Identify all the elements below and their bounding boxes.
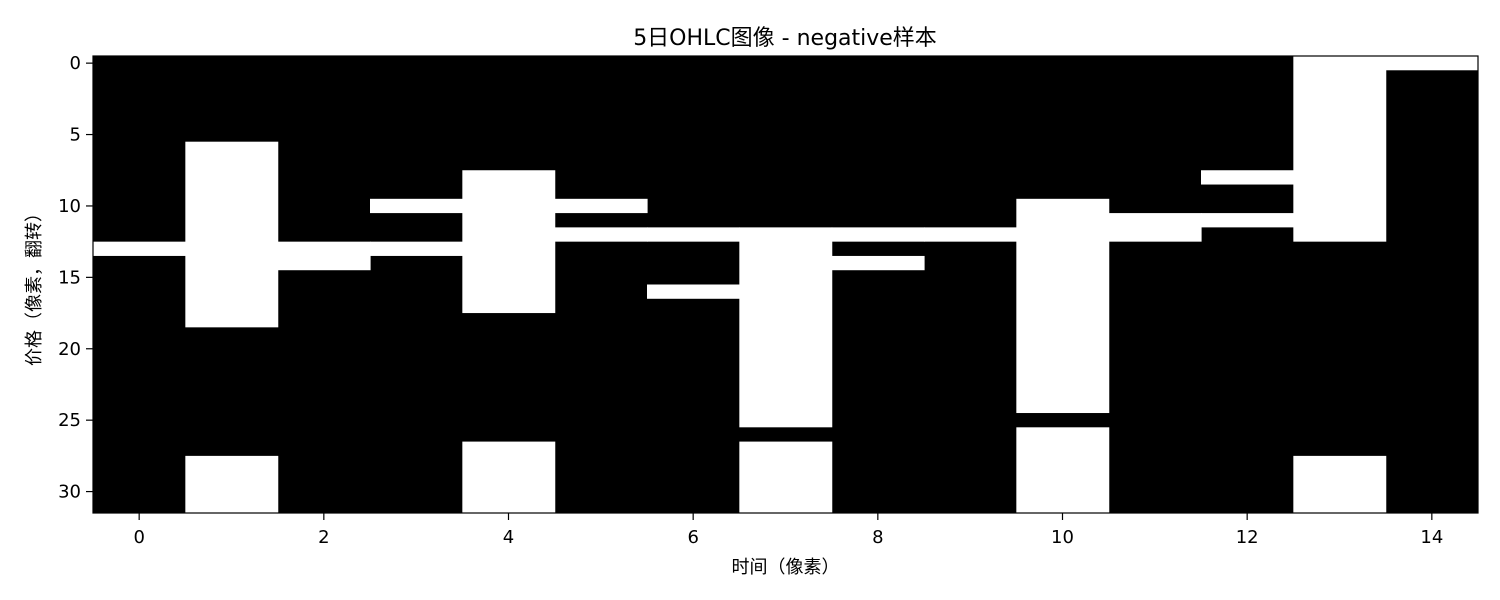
x-tick-label: 0 (133, 527, 144, 548)
heatmap-cell-col-12 (1201, 213, 1294, 228)
heatmap-cell-col-8 (831, 255, 925, 271)
heatmap-cell-col-13 (1293, 56, 1387, 242)
x-tick-label: 6 (687, 527, 698, 548)
x-axis-label: 时间（像素） (731, 557, 840, 578)
heatmap-cell-col-0 (93, 241, 186, 256)
heatmap-cell-col-3 (370, 241, 463, 256)
heatmap-cell-col-1 (185, 141, 279, 328)
x-tick-label: 8 (872, 527, 883, 548)
heatmap-cell-col-6 (647, 284, 740, 299)
heatmap-cell-col-2 (277, 241, 371, 271)
heatmap-cell-col-9 (924, 227, 1017, 242)
heatmap-cell-col-7 (739, 441, 833, 513)
x-tick-label: 12 (1236, 527, 1259, 548)
y-tick-label: 20 (58, 339, 81, 360)
x-tick-label: 2 (318, 527, 329, 548)
y-tick-label: 30 (58, 482, 81, 503)
y-tick-label: 10 (58, 196, 81, 217)
plot-frame (92, 55, 1479, 514)
heatmap-cell-col-3 (370, 198, 463, 214)
heatmap-cell-col-13 (1293, 455, 1387, 513)
chart-title: 5日OHLC图像 - negative样本 (633, 26, 937, 51)
heatmap-cell-col-4 (462, 441, 556, 513)
y-tick-label: 15 (58, 267, 81, 288)
heatmap-cell-col-12 (1201, 170, 1294, 185)
heatmap-cell-col-5 (554, 198, 648, 214)
y-tick-label: 0 (70, 53, 81, 74)
heatmap-cell-col-4 (462, 170, 556, 314)
heatmap-cell-col-14 (1385, 56, 1479, 71)
heatmap-cell-col-1 (185, 455, 279, 513)
heatmap-cell-col-6 (647, 227, 740, 242)
heatmap-cell-col-10 (1016, 198, 1110, 414)
y-tick-label: 5 (70, 125, 81, 146)
heatmap-cell-col-8 (831, 227, 925, 242)
x-tick-label: 10 (1051, 527, 1074, 548)
heatmap-cell-col-11 (1108, 213, 1202, 242)
x-tick-label: 4 (503, 527, 514, 548)
y-tick-label: 25 (58, 410, 81, 431)
heatmap-cell-col-5 (554, 227, 648, 242)
heatmap-cell-col-7 (739, 227, 833, 428)
x-tick-label: 14 (1420, 527, 1443, 548)
heatmap-cell-col-10 (1016, 427, 1110, 513)
